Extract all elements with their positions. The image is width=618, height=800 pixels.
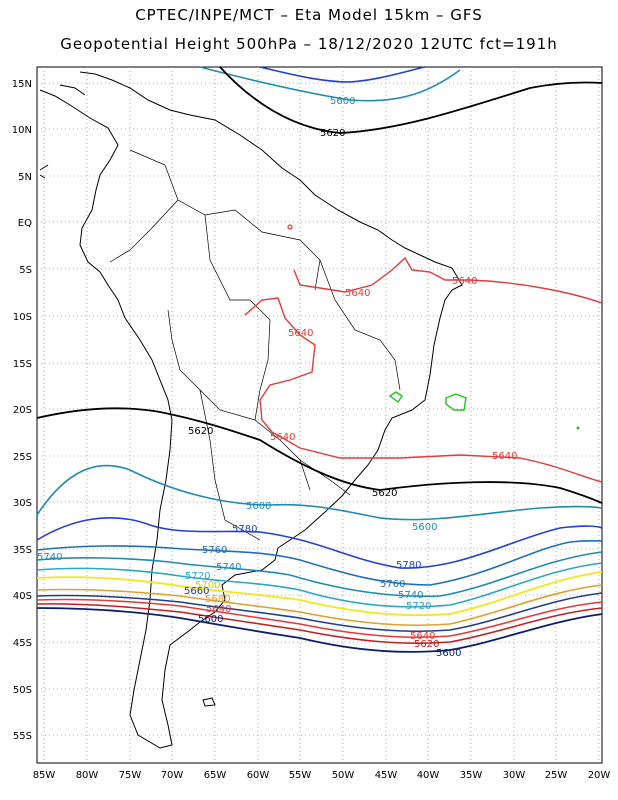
title-model: CPTEC/INPE/MCT – Eta Model 15km – GFS bbox=[135, 6, 483, 24]
contour-label: 5600 bbox=[436, 648, 461, 659]
lon-label: 75W bbox=[119, 770, 142, 781]
contour-label: 5600 bbox=[330, 96, 355, 107]
lon-label: 25W bbox=[545, 770, 568, 781]
contour-5620-middle bbox=[36, 407, 603, 504]
contour-5640-south bbox=[36, 598, 603, 639]
lat-label: 25S bbox=[13, 452, 32, 463]
contour-small-green-3 bbox=[576, 426, 580, 430]
title-field: Geopotential Height 500hPa – 18/12/2020 … bbox=[60, 35, 558, 53]
map-frame bbox=[36, 66, 603, 764]
lat-label: 10N bbox=[12, 125, 32, 136]
contour-5600-south bbox=[36, 607, 603, 653]
contour-5620-north bbox=[219, 66, 603, 134]
coastline-caribbean bbox=[39, 84, 86, 179]
lon-label: 65W bbox=[204, 770, 227, 781]
contour-label: 5700 bbox=[195, 580, 220, 591]
lon-label: 85W bbox=[33, 770, 56, 781]
contour-small-red bbox=[287, 224, 293, 230]
lat-label: EQ bbox=[18, 218, 32, 229]
lat-label: 20S bbox=[13, 405, 32, 416]
contour-label: 5640 bbox=[270, 432, 295, 443]
contour-5800-south bbox=[36, 464, 603, 521]
contour-5760 bbox=[36, 539, 603, 586]
lat-label: 5N bbox=[18, 172, 32, 183]
lat-label: 30S bbox=[13, 498, 32, 509]
lon-label: 55W bbox=[289, 770, 312, 781]
lon-label: 80W bbox=[76, 770, 99, 781]
contour-5660 bbox=[36, 592, 603, 633]
contour-label: 5780 bbox=[396, 560, 421, 571]
contour-label: 5600 bbox=[246, 501, 271, 512]
contour-small-green-2 bbox=[445, 393, 467, 411]
contour-label: 5740 bbox=[398, 590, 423, 601]
lon-label: 20W bbox=[588, 770, 611, 781]
contour-label: 5780 bbox=[232, 524, 257, 535]
contour-label: 5740 bbox=[216, 562, 241, 573]
lat-label: 40S bbox=[13, 591, 32, 602]
contour-label: 5640 bbox=[492, 451, 517, 462]
contour-label: 5620 bbox=[372, 488, 397, 499]
contour-5740 bbox=[36, 551, 603, 598]
lat-label: 5S bbox=[19, 265, 32, 276]
lon-label: 70W bbox=[161, 770, 184, 781]
lon-label: 45W bbox=[375, 770, 398, 781]
lon-label: 50W bbox=[332, 770, 355, 781]
contour-label: 5740 bbox=[37, 552, 62, 563]
contour-label: 5600 bbox=[412, 522, 437, 533]
contour-label: 5620 bbox=[414, 639, 439, 650]
graticule bbox=[37, 67, 602, 763]
contour-label: 5760 bbox=[380, 579, 405, 590]
contour-5700 bbox=[36, 571, 603, 617]
lon-label: 30W bbox=[503, 770, 526, 781]
contour-label: 5640 bbox=[345, 288, 370, 299]
lat-label: 15S bbox=[13, 359, 32, 370]
contour-label: 5640 bbox=[452, 276, 477, 287]
contour-5640-amazon bbox=[244, 297, 316, 433]
lat-label: 35S bbox=[13, 545, 32, 556]
lon-label: 40W bbox=[417, 770, 440, 781]
contour-label: 5640 bbox=[410, 631, 435, 642]
contour-5600-north-blue bbox=[259, 66, 426, 83]
contour-5640-south-red bbox=[271, 431, 603, 483]
lat-label: 10S bbox=[13, 312, 32, 323]
contour-5720 bbox=[36, 562, 603, 608]
contour-label: 5640 bbox=[206, 604, 231, 615]
contour-5600-north bbox=[199, 66, 461, 102]
contour-label: 5680 bbox=[205, 594, 230, 605]
lon-label: 35W bbox=[460, 770, 483, 781]
contour-label: 5600 bbox=[198, 614, 223, 625]
country-borders bbox=[109, 149, 401, 541]
contour-label: 5720 bbox=[406, 601, 431, 612]
contour-5620-south bbox=[36, 603, 603, 645]
lat-label: 15N bbox=[12, 79, 32, 90]
island-falklands bbox=[202, 697, 216, 707]
contour-label: 5620 bbox=[320, 128, 345, 139]
lat-label: 50S bbox=[13, 685, 32, 696]
contour-5680 bbox=[36, 584, 603, 627]
contour-label: 5720 bbox=[185, 571, 210, 582]
contour-label: 5760 bbox=[202, 545, 227, 556]
coastline-south-america bbox=[39, 71, 463, 749]
lat-label: 45S bbox=[13, 638, 32, 649]
contour-label: 5660 bbox=[184, 586, 209, 597]
lon-label: 60W bbox=[247, 770, 270, 781]
contour-label: 5620 bbox=[188, 426, 213, 437]
contour-5640-northeast bbox=[293, 256, 603, 304]
lat-label: 55S bbox=[13, 731, 32, 742]
contour-label: 5640 bbox=[288, 328, 313, 339]
contour-5780 bbox=[36, 516, 603, 569]
contour-small-green-1 bbox=[388, 391, 403, 404]
